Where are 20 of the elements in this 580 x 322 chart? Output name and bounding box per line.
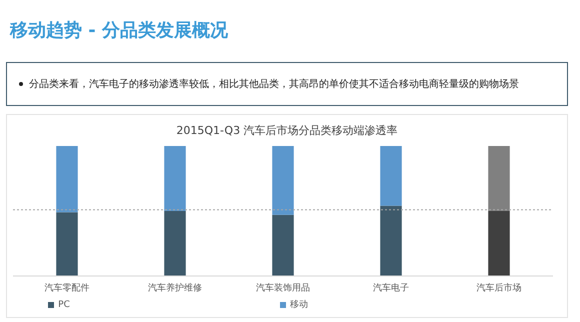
chart-title: 移动趋势 - 分品类发展概况 — [10, 19, 228, 42]
bar — [56, 212, 78, 276]
bar — [272, 146, 294, 215]
x-tick-label: 汽车零配件 — [44, 282, 90, 294]
text: 分品类来看，汽车电子的移动渗透率较低，相比其他品类，其高昂的单价使其不适合移动电商轻量级的购物场景 — [29, 78, 519, 91]
bar — [56, 146, 78, 212]
x-tick-label: 汽车养护维修 — [148, 282, 202, 294]
bar — [380, 206, 402, 276]
x-tick-label: 汽车电子 — [373, 282, 409, 294]
bar — [164, 211, 186, 276]
legend-label: PC — [58, 300, 70, 310]
bar — [488, 146, 510, 211]
x-tick-label: 汽车装饰用品 — [256, 282, 310, 294]
bar — [380, 146, 402, 206]
x-tick-label: 汽车后市场 — [476, 282, 522, 294]
bar — [488, 211, 510, 276]
legend-label: 移动 — [290, 300, 308, 310]
bar — [272, 214, 294, 276]
bar — [164, 146, 186, 211]
chart-subtitle: 2015Q1-Q3 汽车后市场分品类移动端渗透率 — [175, 123, 399, 138]
